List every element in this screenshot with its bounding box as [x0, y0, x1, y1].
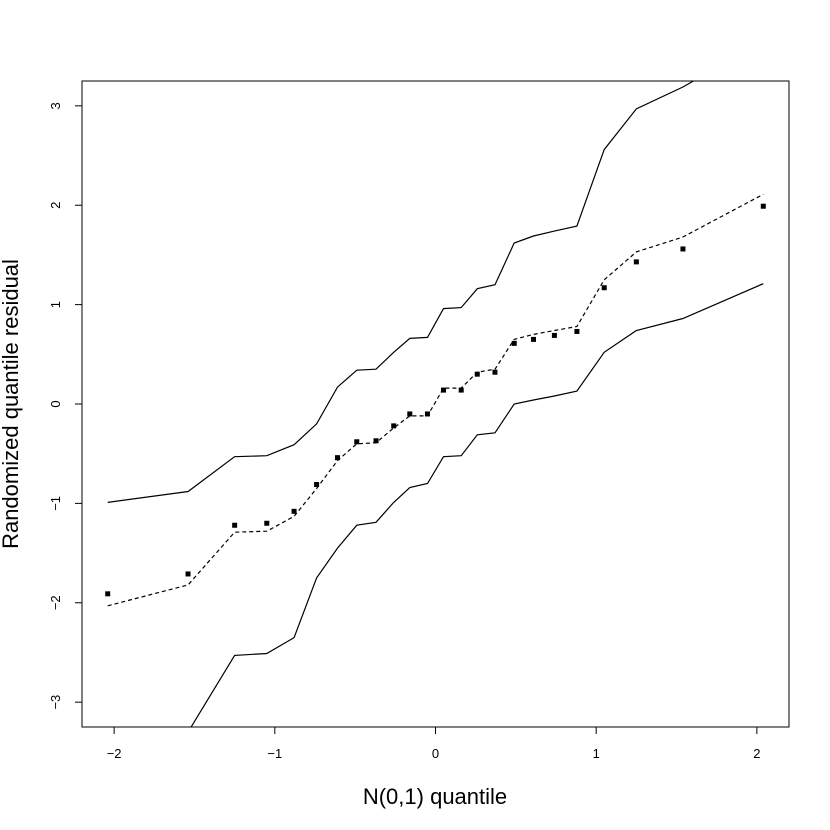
data-point	[334, 455, 340, 461]
x-tick-label: 1	[593, 746, 600, 761]
data-point	[574, 328, 580, 334]
y-tick-label: −1	[48, 496, 63, 511]
data-point	[531, 336, 537, 342]
data-point	[391, 423, 397, 429]
data-point	[264, 520, 270, 526]
data-point	[441, 387, 447, 393]
x-tick-label: −1	[267, 746, 282, 761]
y-tick-label: −3	[48, 695, 63, 710]
data-point	[354, 439, 360, 445]
x-tick-label: 0	[432, 746, 439, 761]
data-point	[601, 285, 607, 291]
y-tick-label: −2	[48, 595, 63, 610]
data-point	[407, 411, 413, 417]
data-point	[680, 246, 686, 252]
y-tick-label: 0	[48, 400, 63, 407]
data-point	[373, 438, 379, 444]
plot-frame	[81, 80, 790, 728]
x-tick-label: 2	[753, 746, 760, 761]
data-point	[424, 411, 430, 417]
data-point	[458, 387, 464, 393]
y-tick-label: 1	[48, 301, 63, 308]
envelope-line-1	[107, 81, 695, 503]
x-axis: −2 −1 0 1 2	[107, 726, 760, 761]
data-point	[291, 508, 297, 514]
x-axis-title: N(0,1) quantile	[363, 784, 507, 809]
median-line	[107, 193, 764, 607]
data-point	[185, 571, 191, 577]
y-tick-label: 3	[48, 102, 63, 109]
y-axis: −3 −2 −1 0 1 2 3	[48, 102, 83, 710]
data-point	[633, 259, 639, 265]
y-tick-label: 2	[48, 202, 63, 209]
envelope-line-2	[190, 283, 764, 727]
data-point	[232, 522, 238, 528]
data-point	[492, 369, 498, 375]
data-point	[314, 482, 320, 488]
points-layer	[105, 203, 766, 597]
series-layer	[107, 81, 764, 727]
data-point	[474, 371, 480, 377]
data-point	[511, 340, 517, 346]
x-tick-label: −2	[107, 746, 122, 761]
data-point	[551, 332, 557, 338]
data-point	[105, 591, 111, 597]
data-point	[760, 203, 766, 209]
y-axis-title: Randomized quantile residual	[0, 259, 23, 549]
